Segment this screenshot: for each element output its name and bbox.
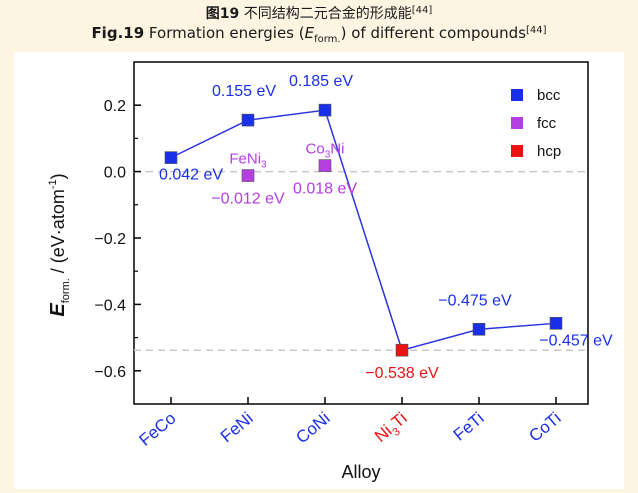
data-point-bcc [241, 113, 255, 127]
x-axis-title: Alloy [341, 462, 380, 482]
data-label: −0.538 eV [365, 365, 439, 382]
legend-label-fcc: fcc [537, 115, 557, 132]
data-point-bcc [472, 322, 486, 336]
legend-label-hcp: hcp [537, 143, 561, 160]
x-tick-label-coti: CoTi [525, 409, 564, 446]
plot-frame [133, 61, 589, 405]
y-axis-symbol: E [47, 303, 69, 317]
y-axis-unit-sup: -1 [47, 179, 59, 189]
caption-en-text-before: Formation energies ( [148, 24, 305, 42]
fcc-compound-name: FeNi3 [229, 151, 267, 171]
data-label: 0.042 eV [159, 167, 223, 184]
y-tick-label: −0.6 [94, 364, 126, 381]
data-label: −0.012 eV [211, 191, 285, 208]
x-tick-label-coni: CoNi [292, 409, 333, 448]
fcc-compound-sub: 3 [261, 160, 267, 171]
y-axis-unit: / (eV·atom [48, 189, 68, 278]
y-axis-title: Eform. / (eV·atom-1) [47, 173, 72, 316]
legend-swatch-fcc [511, 117, 523, 129]
data-label: −0.475 eV [438, 292, 512, 309]
caption-cn-ref: [44] [411, 5, 433, 16]
legend-label-bcc: bcc [537, 87, 561, 104]
x-tick-label-feti: FeTi [450, 409, 488, 445]
caption-en-symbol: E [304, 24, 315, 42]
data-point-bcc [318, 103, 332, 117]
y-axis-unit-close: ) [48, 173, 68, 179]
caption-chinese: 图19 不同结构二元合金的形成能[44] [0, 3, 638, 23]
ground-state-line [170, 109, 557, 352]
fcc-compound-name: Co3Ni [306, 141, 345, 161]
x-tick-label-feni: FeNi [217, 409, 257, 447]
data-point-bcc [549, 317, 563, 330]
y-tick-label: −0.4 [94, 297, 126, 314]
caption-en-symbol-sub: form. [314, 34, 341, 45]
caption-english: Fig.19 Formation energies (Eform.) of di… [0, 24, 638, 45]
data-point-bcc [164, 151, 178, 164]
caption-en-ref: [44] [526, 25, 547, 36]
legend-swatch-bcc [511, 89, 523, 101]
data-label: 0.018 eV [293, 181, 357, 198]
fcc-compound-main: FeNi [229, 151, 261, 168]
legend-swatch-hcp [511, 145, 523, 157]
caption-en-text-after: ) of different compounds [340, 24, 527, 42]
caption-en-label: Fig.19 [91, 24, 145, 42]
fcc-compound-main: Co [306, 141, 325, 158]
y-axis-symbol-sub: form. [60, 278, 72, 303]
data-point-fcc [318, 159, 332, 172]
data-label: −0.457 eV [539, 332, 613, 349]
data-point-fcc [241, 169, 255, 182]
caption-cn-text: 不同结构二元合金的形成能 [243, 6, 412, 22]
caption-cn-label: 图19 [205, 6, 240, 22]
data-label: 0.185 eV [289, 73, 353, 90]
y-tick-label: −0.2 [94, 231, 126, 248]
x-tick-label-ni3ti: Ni3Ti [371, 409, 413, 450]
fcc-compound-sub: 3 [325, 150, 331, 161]
figure-panel: 0.2 0.0 −0.2 −0.4 −0.6 FeCo FeNi CoNi Ni3Ti FeTi C… [14, 52, 624, 489]
x-tick-label-feco: FeCo [136, 409, 180, 450]
fcc-compound-rest: Ni [330, 141, 344, 158]
data-point-hcp [395, 343, 409, 357]
y-tick-label: 0.2 [104, 98, 126, 115]
data-label: 0.155 eV [212, 83, 276, 100]
y-tick-label: 0.0 [104, 165, 126, 182]
x-tick-label-main: Ni [371, 421, 396, 446]
